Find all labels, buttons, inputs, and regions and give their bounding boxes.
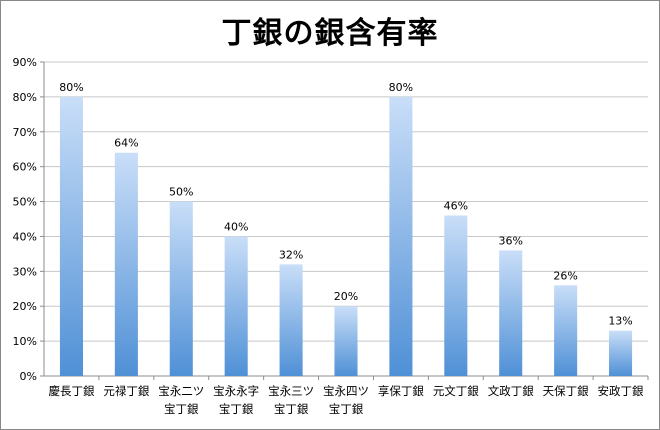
bars — [59, 96, 633, 376]
data-label: 13% — [608, 315, 632, 328]
data-label: 26% — [553, 269, 577, 282]
category-label: 宝丁銀 — [274, 402, 309, 416]
category-label: 天保丁銀 — [543, 384, 589, 398]
bar — [444, 215, 468, 376]
y-tick-label: 60% — [13, 161, 37, 174]
y-tick-label: 30% — [13, 265, 37, 278]
y-tick-label: 0% — [20, 370, 37, 383]
y-tick-label: 20% — [13, 300, 37, 313]
data-label: 80% — [59, 81, 83, 94]
bar — [169, 201, 193, 376]
category-label: 元禄丁銀 — [103, 384, 149, 398]
category-label: 慶長丁銀 — [48, 384, 94, 398]
category-label: 宝丁銀 — [219, 402, 254, 416]
category-label: 宝永二ツ — [158, 384, 204, 398]
bar — [554, 285, 578, 376]
bar — [609, 330, 633, 376]
data-label: 50% — [169, 186, 193, 199]
bar — [59, 96, 83, 376]
y-tick-label: 10% — [13, 335, 37, 348]
chart-title: 丁銀の銀含有率 — [221, 16, 439, 51]
bar — [279, 264, 303, 376]
data-label: 40% — [224, 220, 248, 233]
bar — [114, 152, 138, 376]
y-tick-label: 70% — [13, 126, 37, 139]
category-label: 宝丁銀 — [329, 402, 364, 416]
data-label: 20% — [334, 290, 358, 303]
category-label: 元文丁銀 — [433, 384, 479, 398]
bar — [389, 96, 413, 376]
gridlines — [44, 61, 648, 342]
category-label: 安政丁銀 — [598, 384, 644, 398]
category-label: 文政丁銀 — [488, 384, 534, 398]
data-label: 32% — [279, 248, 303, 261]
category-label: 宝丁銀 — [164, 402, 199, 416]
y-tick-label: 90% — [13, 56, 37, 69]
data-label: 36% — [499, 234, 523, 247]
bar — [334, 306, 358, 376]
bar — [499, 250, 523, 376]
data-label: 64% — [114, 137, 138, 150]
category-label: 宝永四ツ — [323, 384, 369, 398]
data-label: 80% — [389, 81, 413, 94]
category-label: 宝永三ツ — [268, 384, 314, 398]
labels: 0% 10% 20% 30% 40% 50% 60% 70% 80% 90% 80% 慶長丁銀 64% 元… — [13, 56, 644, 416]
bar — [224, 236, 248, 376]
y-tick-label: 40% — [13, 230, 37, 243]
data-label: 46% — [444, 200, 468, 213]
y-tick-label: 80% — [13, 91, 37, 104]
y-tick-label: 50% — [13, 196, 37, 209]
category-label: 宝永永字 — [213, 384, 259, 398]
category-label: 享保丁銀 — [378, 384, 424, 398]
